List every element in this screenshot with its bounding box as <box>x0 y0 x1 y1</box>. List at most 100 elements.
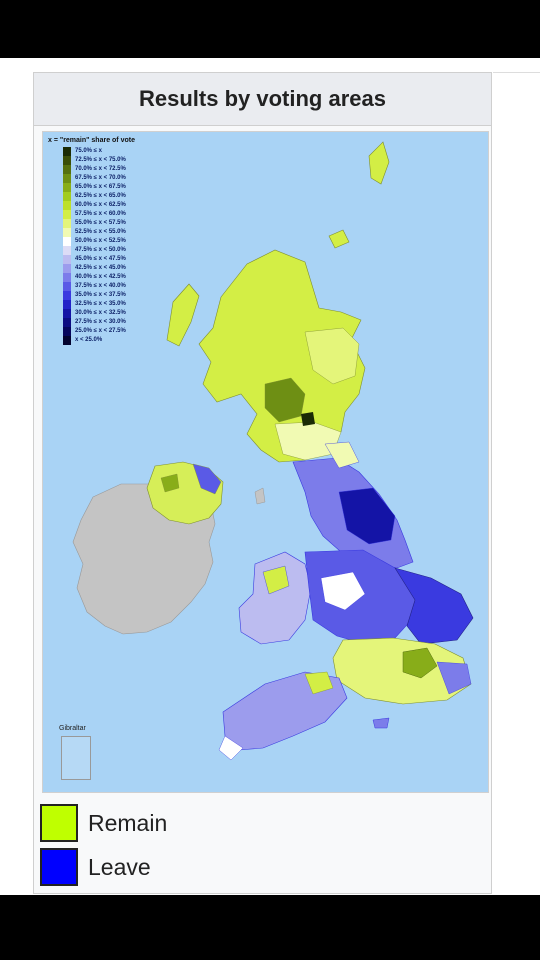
scale-row: 72.5% ≤ x < 75.0% <box>63 156 163 165</box>
scale-row: 37.5% ≤ x < 40.0% <box>63 282 163 291</box>
scale-row: 70.0% ≤ x < 72.5% <box>63 165 163 174</box>
scale-swatch <box>63 228 71 237</box>
wales-remain <box>262 565 290 595</box>
scale-row: 40.0% ≤ x < 42.5% <box>63 273 163 282</box>
scale-row: 65.0% ≤ x < 67.5% <box>63 183 163 192</box>
scale-label: 47.5% ≤ x < 50.0% <box>75 247 126 253</box>
edinburgh <box>301 412 315 426</box>
scale-swatch <box>63 273 71 282</box>
scale-label: 70.0% ≤ x < 72.5% <box>75 166 126 172</box>
scale-label: 42.5% ≤ x < 45.0% <box>75 265 126 271</box>
scale-swatch <box>63 336 71 345</box>
legend-swatch <box>40 804 78 842</box>
colour-scale-title: x = "remain" share of vote <box>48 137 135 144</box>
isle-of-wight <box>372 717 390 729</box>
scale-label: 45.0% ≤ x < 47.5% <box>75 256 126 262</box>
page: Results by voting areas <box>0 58 540 895</box>
gibraltar-inset <box>61 736 91 780</box>
legend-item-leave: Leave <box>40 845 167 889</box>
legend-item-remain: Remain <box>40 801 167 845</box>
scale-row: 42.5% ≤ x < 45.0% <box>63 264 163 273</box>
scale-label: x < 25.0% <box>75 337 103 343</box>
infobox-title: Results by voting areas <box>139 86 386 111</box>
scale-row: 35.0% ≤ x < 37.5% <box>63 291 163 300</box>
scale-row: 55.0% ≤ x < 57.5% <box>63 219 163 228</box>
scale-swatch <box>63 174 71 183</box>
cornwall <box>218 735 244 761</box>
scale-label: 40.0% ≤ x < 42.5% <box>75 274 126 280</box>
orkney <box>328 229 350 249</box>
northern-ireland-leave <box>192 463 222 495</box>
yorkshire-leave <box>338 487 396 545</box>
scale-label: 75.0% ≤ x <box>75 148 102 154</box>
scale-label: 35.0% ≤ x < 37.5% <box>75 292 126 298</box>
scotland-east <box>304 327 360 385</box>
results-map[interactable]: x = "remain" share of vote 75.0% ≤ x 72.5… <box>42 131 489 793</box>
wales <box>238 551 312 645</box>
scale-swatch <box>63 183 71 192</box>
scotland-central-remain <box>264 377 306 423</box>
newcastle <box>324 441 360 469</box>
scale-swatch <box>63 219 71 228</box>
scale-label: 25.0% ≤ x < 27.5% <box>75 328 126 334</box>
scale-row: 75.0% ≤ x <box>63 147 163 156</box>
scale-label: 57.5% ≤ x < 60.0% <box>75 211 126 217</box>
midlands-white <box>320 571 366 611</box>
shetland <box>368 141 390 185</box>
bottom-black-bar <box>0 895 540 960</box>
scale-swatch <box>63 318 71 327</box>
scale-label: 62.5% ≤ x < 65.0% <box>75 193 126 199</box>
scale-swatch <box>63 201 71 210</box>
scale-label: 30.0% ≤ x < 32.5% <box>75 310 126 316</box>
legend-swatch <box>40 848 78 886</box>
east-anglia <box>394 567 474 645</box>
divider <box>493 72 540 73</box>
london <box>402 647 438 679</box>
scale-row: 47.5% ≤ x < 50.0% <box>63 246 163 255</box>
scale-swatch <box>63 255 71 264</box>
scale-row: 60.0% ≤ x < 62.5% <box>63 201 163 210</box>
scale-swatch <box>63 237 71 246</box>
scale-swatch <box>63 327 71 336</box>
scale-row: 52.5% ≤ x < 55.0% <box>63 228 163 237</box>
scale-row: 45.0% ≤ x < 47.5% <box>63 255 163 264</box>
scale-label: 55.0% ≤ x < 57.5% <box>75 220 126 226</box>
scale-swatch <box>63 156 71 165</box>
scale-row: 57.5% ≤ x < 60.0% <box>63 210 163 219</box>
scale-swatch <box>63 147 71 156</box>
scale-label: 67.5% ≤ x < 70.0% <box>75 175 126 181</box>
bristol <box>304 671 334 695</box>
top-black-bar <box>0 0 540 58</box>
scale-swatch <box>63 282 71 291</box>
scale-label: 27.5% ≤ x < 30.0% <box>75 319 126 325</box>
scale-row: 62.5% ≤ x < 65.0% <box>63 192 163 201</box>
scale-row: 50.0% ≤ x < 52.5% <box>63 237 163 246</box>
scale-label: 60.0% ≤ x < 62.5% <box>75 202 126 208</box>
scale-swatch <box>63 309 71 318</box>
scale-swatch <box>63 291 71 300</box>
outer-hebrides <box>166 283 200 347</box>
scale-label: 65.0% ≤ x < 67.5% <box>75 184 126 190</box>
scale-label: 52.5% ≤ x < 55.0% <box>75 229 126 235</box>
map-legend: Remain Leave <box>40 801 167 889</box>
scale-row: 30.0% ≤ x < 32.5% <box>63 309 163 318</box>
south-east <box>332 637 472 705</box>
legend-label: Remain <box>88 809 168 836</box>
map-drawing <box>71 141 474 772</box>
northern-ireland-remain-dark <box>160 473 180 493</box>
infobox-header: Results by voting areas <box>34 73 491 126</box>
kent-leave <box>436 661 472 695</box>
legend-label: Leave <box>88 853 151 880</box>
scale-swatch <box>63 246 71 255</box>
map-infobox: Results by voting areas <box>33 72 492 894</box>
scale-swatch <box>63 165 71 174</box>
scale-label: 72.5% ≤ x < 75.0% <box>75 157 126 163</box>
scale-swatch <box>63 192 71 201</box>
scale-row: 32.5% ≤ x < 35.0% <box>63 300 163 309</box>
scale-label: 50.0% ≤ x < 52.5% <box>75 238 126 244</box>
scale-label: 32.5% ≤ x < 35.0% <box>75 301 126 307</box>
scale-row: 27.5% ≤ x < 30.0% <box>63 318 163 327</box>
scale-row: x < 25.0% <box>63 336 163 345</box>
scale-swatch <box>63 264 71 273</box>
scale-swatch <box>63 300 71 309</box>
